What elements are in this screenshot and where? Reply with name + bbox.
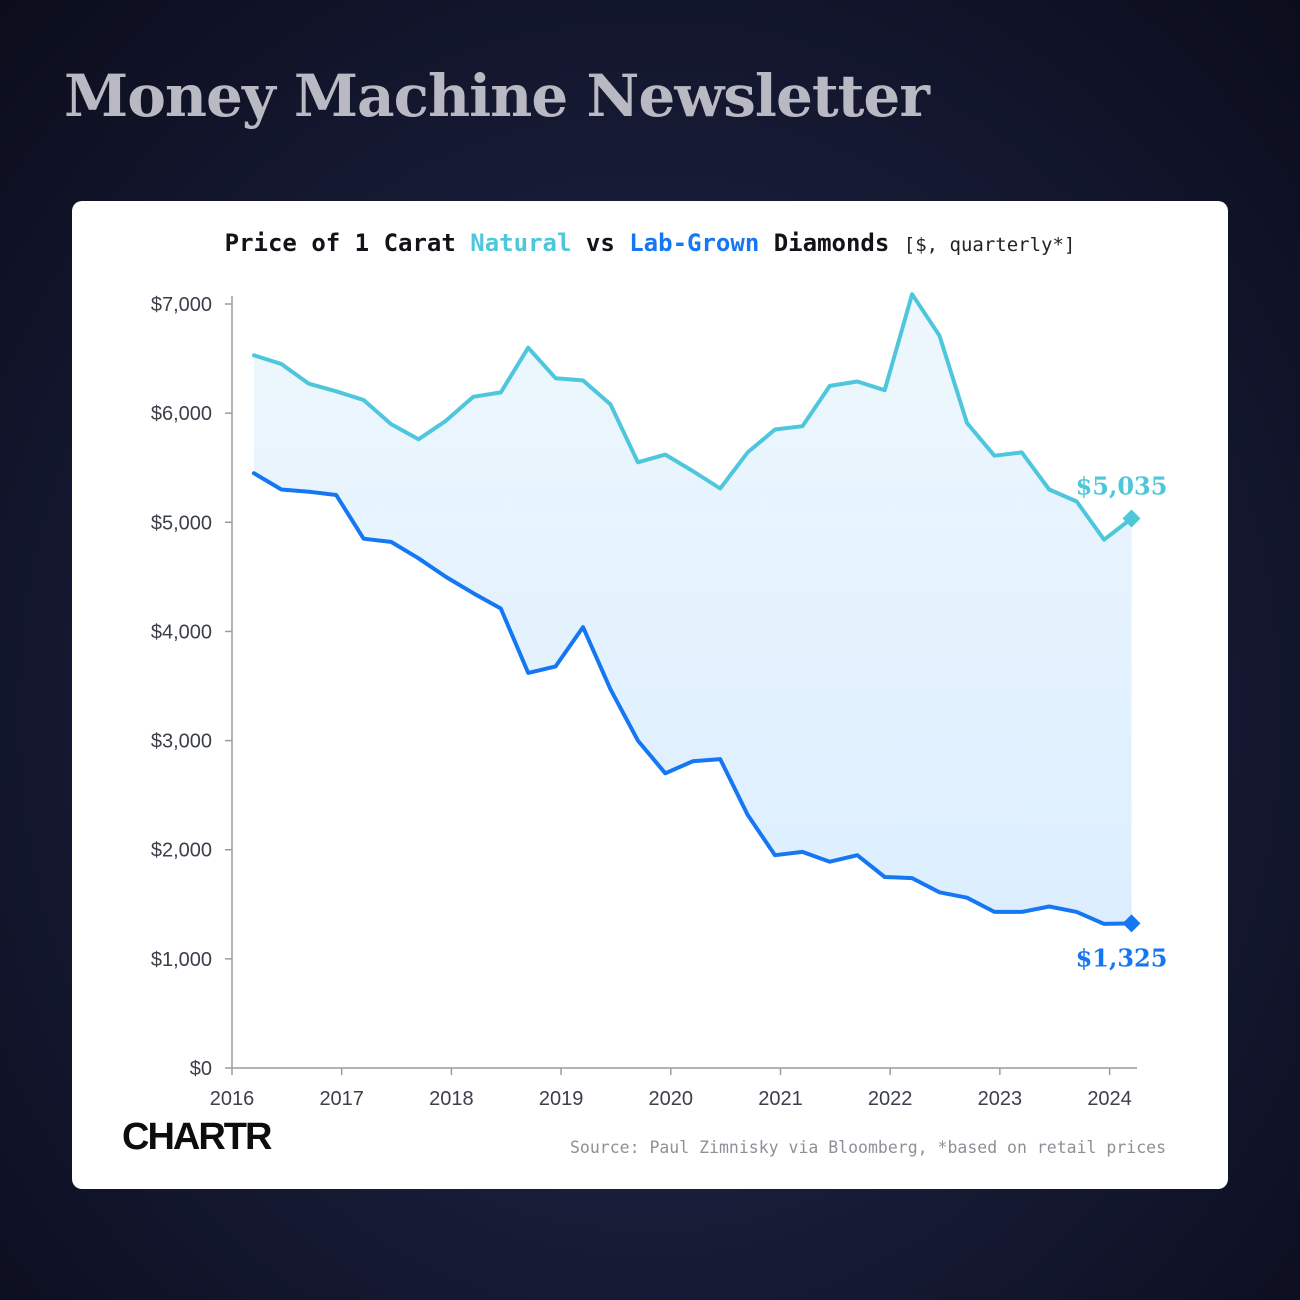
end-value-label-natural: $5,035 <box>1076 471 1168 500</box>
x-tick-label: 2021 <box>758 1088 803 1110</box>
x-tick-label: 2023 <box>978 1088 1023 1110</box>
x-tick-label: 2018 <box>429 1088 474 1110</box>
y-tick-label: $2,000 <box>151 840 212 862</box>
x-tick-label: 2022 <box>868 1088 913 1110</box>
y-tick-label: $7,000 <box>151 294 212 316</box>
x-tick-label: 2016 <box>210 1088 255 1110</box>
source-note: Source: Paul Zimnisky via Bloomberg, *ba… <box>570 1138 1166 1157</box>
x-tick-label: 2020 <box>649 1088 694 1110</box>
x-tick-label: 2024 <box>1087 1088 1132 1110</box>
y-tick-label: $3,000 <box>151 731 212 753</box>
y-tick-label: $5,000 <box>151 512 212 534</box>
x-tick-label: 2017 <box>319 1088 364 1110</box>
y-tick-label: $4,000 <box>151 621 212 643</box>
gap-fill-area <box>254 294 1132 924</box>
line-chart: $0 $1,000 $2,000 $3,000 $4,000 $5,000 $6,000 $7… <box>72 201 1228 1121</box>
chart-card: Price of 1 Carat Natural vs Lab-Grown Di… <box>72 201 1228 1189</box>
y-tick-label: $1,000 <box>151 949 212 971</box>
x-tick-label: 2019 <box>539 1088 584 1110</box>
chartr-logo: CHARTR <box>122 1118 270 1156</box>
newsletter-title: Money Machine Newsletter <box>64 62 929 130</box>
y-tick-label: $0 <box>190 1058 212 1080</box>
end-value-label-lab-grown: $1,325 <box>1076 943 1168 972</box>
y-tick-label: $6,000 <box>151 403 212 425</box>
